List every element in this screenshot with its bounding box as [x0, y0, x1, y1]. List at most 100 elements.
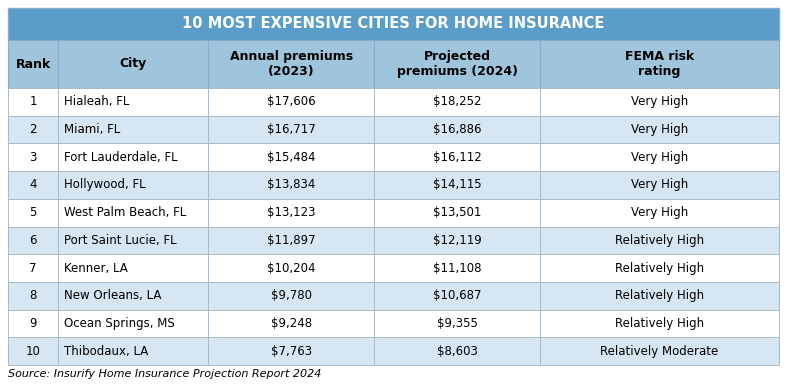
Bar	[540, 254, 779, 282]
Text: Fort Lauderdale, FL: Fort Lauderdale, FL	[64, 151, 178, 164]
Bar	[209, 199, 375, 226]
Text: $10,204: $10,204	[267, 262, 316, 274]
Bar	[8, 254, 58, 282]
Text: $18,252: $18,252	[433, 95, 482, 108]
Bar	[375, 254, 540, 282]
Text: Thibodaux, LA: Thibodaux, LA	[64, 344, 149, 358]
Bar	[375, 199, 540, 226]
Text: Relatively Moderate: Relatively Moderate	[600, 344, 719, 358]
Bar	[540, 143, 779, 171]
Text: New Orleans, LA: New Orleans, LA	[64, 289, 161, 302]
Text: 10: 10	[26, 344, 40, 358]
Bar	[540, 40, 779, 88]
Bar	[58, 40, 209, 88]
Bar	[209, 282, 375, 310]
Bar	[8, 199, 58, 226]
Bar	[209, 88, 375, 116]
Bar	[8, 40, 58, 88]
Text: Annual premiums
(2023): Annual premiums (2023)	[230, 50, 353, 78]
Text: $10,687: $10,687	[433, 289, 482, 302]
Text: 6: 6	[29, 234, 37, 247]
Bar	[58, 199, 209, 226]
Text: 2: 2	[29, 123, 37, 136]
Bar	[375, 337, 540, 365]
Text: Very High: Very High	[631, 95, 688, 108]
Text: Miami, FL: Miami, FL	[64, 123, 120, 136]
Bar	[540, 171, 779, 199]
Text: 9: 9	[29, 317, 37, 330]
Text: $16,717: $16,717	[267, 123, 316, 136]
Text: West Palm Beach, FL: West Palm Beach, FL	[64, 206, 187, 219]
Text: $16,112: $16,112	[433, 151, 482, 164]
Text: $12,119: $12,119	[433, 234, 482, 247]
Text: 1: 1	[29, 95, 37, 108]
Bar	[540, 199, 779, 226]
Bar	[58, 143, 209, 171]
Text: Relatively High: Relatively High	[615, 289, 704, 302]
Bar	[375, 310, 540, 337]
Text: City: City	[120, 57, 147, 70]
Text: $16,886: $16,886	[433, 123, 482, 136]
Bar	[8, 116, 58, 143]
Bar	[8, 337, 58, 365]
Text: Source: Insurify Home Insurance Projection Report 2024: Source: Insurify Home Insurance Projecti…	[8, 369, 321, 379]
Text: Very High: Very High	[631, 178, 688, 192]
Bar	[58, 310, 209, 337]
Text: Very High: Very High	[631, 206, 688, 219]
Text: Kenner, LA: Kenner, LA	[64, 262, 127, 274]
Text: Projected
premiums (2024): Projected premiums (2024)	[397, 50, 518, 78]
Bar	[209, 40, 375, 88]
Text: 8: 8	[29, 289, 37, 302]
Bar	[209, 226, 375, 254]
Text: $17,606: $17,606	[267, 95, 316, 108]
Bar	[58, 337, 209, 365]
Text: 10 MOST EXPENSIVE CITIES FOR HOME INSURANCE: 10 MOST EXPENSIVE CITIES FOR HOME INSURA…	[183, 16, 604, 32]
Text: Port Saint Lucie, FL: Port Saint Lucie, FL	[64, 234, 177, 247]
Text: $8,603: $8,603	[437, 344, 478, 358]
Text: $14,115: $14,115	[433, 178, 482, 192]
Text: $9,355: $9,355	[437, 317, 478, 330]
Bar	[209, 116, 375, 143]
Text: $9,780: $9,780	[271, 289, 312, 302]
Text: Hollywood, FL: Hollywood, FL	[64, 178, 146, 192]
Text: $13,123: $13,123	[267, 206, 316, 219]
Bar	[375, 226, 540, 254]
Bar	[375, 171, 540, 199]
Text: FEMA risk
rating: FEMA risk rating	[625, 50, 694, 78]
Bar	[209, 143, 375, 171]
Bar	[58, 282, 209, 310]
Text: 4: 4	[29, 178, 37, 192]
Bar	[8, 143, 58, 171]
Bar	[540, 310, 779, 337]
Bar	[375, 40, 540, 88]
Text: $11,897: $11,897	[267, 234, 316, 247]
Bar	[8, 310, 58, 337]
Text: $13,501: $13,501	[433, 206, 482, 219]
Bar	[58, 254, 209, 282]
Text: Relatively High: Relatively High	[615, 262, 704, 274]
Text: 5: 5	[29, 206, 37, 219]
Text: 3: 3	[29, 151, 37, 164]
Text: $13,834: $13,834	[267, 178, 316, 192]
Text: Ocean Springs, MS: Ocean Springs, MS	[64, 317, 175, 330]
Bar	[540, 88, 779, 116]
Text: $9,248: $9,248	[271, 317, 312, 330]
Bar	[540, 282, 779, 310]
Bar	[375, 116, 540, 143]
Bar	[209, 337, 375, 365]
Bar	[375, 143, 540, 171]
Bar	[8, 226, 58, 254]
Bar	[58, 226, 209, 254]
Text: $15,484: $15,484	[267, 151, 316, 164]
Text: 7: 7	[29, 262, 37, 274]
Bar	[8, 8, 779, 40]
Bar	[375, 282, 540, 310]
Text: $7,763: $7,763	[271, 344, 312, 358]
Text: Relatively High: Relatively High	[615, 234, 704, 247]
Bar	[540, 337, 779, 365]
Bar	[8, 282, 58, 310]
Bar	[8, 88, 58, 116]
Bar	[58, 88, 209, 116]
Text: Rank: Rank	[16, 57, 50, 70]
Bar	[375, 88, 540, 116]
